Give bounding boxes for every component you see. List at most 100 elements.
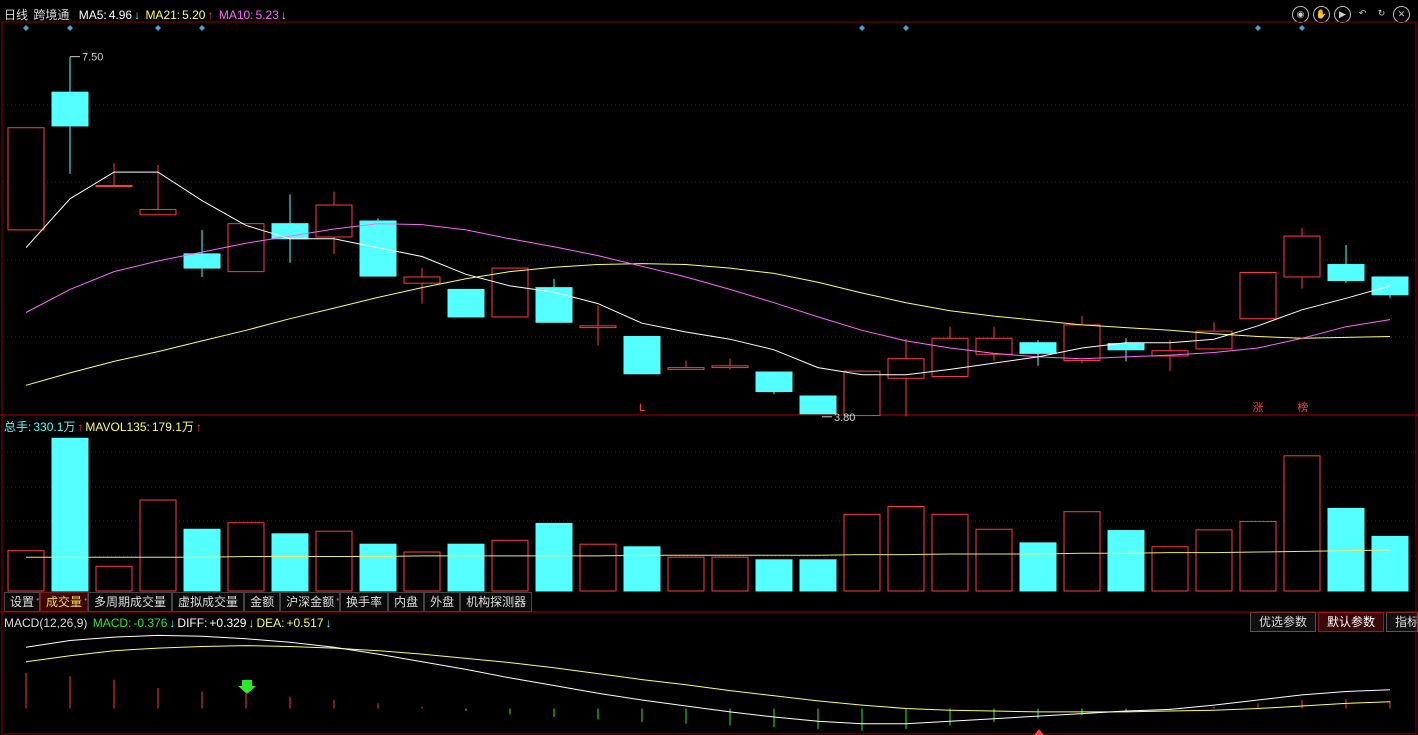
toolbar-icons: ◉ ✋ ▶ ↶ ↻ ✕ — [1292, 6, 1410, 23]
down-arrow-icon — [238, 680, 256, 694]
volume-bar — [1151, 546, 1189, 592]
candle-body — [403, 276, 441, 284]
indicator-tabs: 设置 • 成交量 • 多周期成交量 虚拟成交量 金额 沪深金额 • 换手率 内盘 外盘 机构探测器 — [4, 592, 533, 612]
volume-bar — [1019, 542, 1057, 592]
candle-body — [1151, 350, 1189, 357]
tab-label: 内盘 — [394, 595, 419, 609]
ma5-line — [25, 171, 1391, 376]
ma21-arrow: ↑ — [207, 8, 214, 22]
play-icon[interactable]: ▶ — [1334, 6, 1351, 23]
hand-icon[interactable]: ✋ — [1313, 6, 1330, 23]
volume-bar — [51, 437, 89, 592]
volume-header: 总手: 330.1万 ↑ MAVOL135: 179.1万 ↑ — [4, 418, 204, 435]
tab-6[interactable]: 换手率 — [340, 592, 389, 612]
dea-label: DEA: — [256, 616, 285, 630]
param-button-1[interactable]: 默认参数 — [1317, 612, 1384, 632]
volume-bar — [1327, 507, 1365, 592]
volume-label: 总手: — [4, 420, 32, 434]
price-header: 日线 跨境通 MA5: 4.96 ↓ MA21: 5.20 ↑ MA10: 5.23 ↓ — [4, 6, 289, 23]
volume-value: 330.1万 — [33, 420, 76, 434]
signal-diamond-icon — [199, 25, 205, 31]
candle-body — [1019, 342, 1057, 354]
signal-diamond-icon — [903, 25, 909, 31]
volume-bar — [315, 530, 353, 592]
candle-body — [315, 204, 353, 238]
mavol-value: 179.1万 — [151, 420, 194, 434]
volume-bar — [755, 559, 793, 592]
tab-7[interactable]: 内盘 — [388, 592, 425, 612]
tab-0[interactable]: 设置 • — [4, 592, 41, 612]
dea-arrow: ↓ — [325, 616, 332, 630]
volume-bar — [931, 513, 969, 592]
volume-bar — [1371, 535, 1409, 592]
macd-arrow: ↓ — [169, 616, 176, 630]
tab-1[interactable]: 成交量 • — [40, 592, 89, 612]
ma5-value: 4.96 — [108, 8, 133, 22]
volume-arrow: ↑ — [77, 420, 84, 434]
candle-body — [887, 358, 925, 379]
ma10-arrow: ↓ — [280, 8, 287, 22]
tab-9[interactable]: 机构探测器 — [460, 592, 533, 612]
dea-value: +0.517 — [286, 616, 324, 630]
param-button-2[interactable]: 指标 — [1386, 612, 1418, 632]
candle-body — [1239, 272, 1277, 320]
candle-body — [711, 365, 749, 369]
candle-body — [227, 223, 265, 273]
volume-bar — [139, 499, 177, 592]
tab-marker-icon: • — [336, 595, 340, 604]
candle-body — [1195, 330, 1233, 350]
tab-label: 外盘 — [430, 595, 455, 609]
volume-bar — [623, 546, 661, 592]
signal-diamond-icon — [23, 25, 29, 31]
candle-body — [139, 208, 177, 216]
stock-name: 跨境通 — [33, 8, 70, 22]
volume-bar — [95, 565, 133, 592]
candle-body — [1327, 264, 1365, 282]
candle-body — [7, 127, 45, 231]
candle-body — [799, 395, 837, 415]
candle-body — [1283, 235, 1321, 278]
ma10-label: MA10: — [218, 8, 254, 22]
tab-4[interactable]: 金额 — [244, 592, 281, 612]
refresh-icon[interactable]: ↻ — [1377, 8, 1386, 18]
candle-body — [535, 287, 573, 323]
candle-body — [359, 220, 397, 277]
volume-bar — [579, 543, 617, 592]
undo-icon[interactable]: ↶ — [1358, 8, 1367, 18]
candle-body — [667, 367, 705, 370]
tab-label: 设置 — [10, 595, 35, 609]
tab-3[interactable]: 虚拟成交量 — [172, 592, 245, 612]
close-icon[interactable]: ✕ — [1393, 6, 1410, 23]
tab-8[interactable]: 外盘 — [424, 592, 461, 612]
diff-label: DIFF: — [177, 616, 208, 630]
signal-diamond-icon — [1299, 25, 1305, 31]
param-button-0[interactable]: 优选参数 — [1249, 612, 1316, 632]
volume-bar — [227, 522, 265, 592]
tab-label: 换手率 — [346, 595, 383, 609]
candle-body — [755, 371, 793, 393]
volume-bar — [183, 528, 221, 592]
tab-label: 虚拟成交量 — [178, 595, 239, 609]
up-arrow-icon — [1034, 729, 1044, 735]
tab-marker-icon: • — [84, 595, 88, 604]
macd-label: MACD: — [92, 616, 132, 630]
period-label[interactable]: 日线 — [4, 8, 29, 22]
candle-body — [183, 253, 221, 269]
l-mark: L — [639, 402, 645, 414]
tab-label: 成交量 — [46, 595, 83, 609]
tab-label: 沪深金额 — [286, 595, 335, 609]
signal-diamond-icon — [67, 25, 73, 31]
candle-body — [1107, 343, 1145, 351]
tab-label: 机构探测器 — [466, 595, 527, 609]
signal-diamond-icon — [1255, 25, 1261, 31]
tab-2[interactable]: 多周期成交量 — [88, 592, 173, 612]
macd-value: -0.376 — [133, 616, 168, 630]
volume-bar — [1239, 520, 1277, 592]
volume-bar — [359, 543, 397, 592]
tab-label: 金额 — [250, 595, 275, 609]
tab-5[interactable]: 沪深金额 • — [280, 592, 341, 612]
tab-label: 多周期成交量 — [94, 595, 167, 609]
tab-marker-icon: • — [36, 595, 40, 604]
eye-icon[interactable]: ◉ — [1292, 6, 1309, 23]
volume-bar — [1195, 529, 1233, 592]
